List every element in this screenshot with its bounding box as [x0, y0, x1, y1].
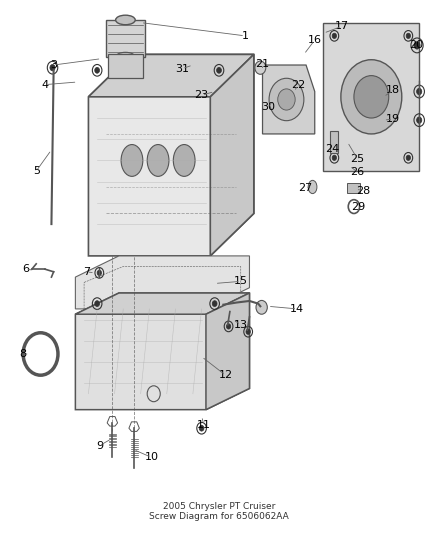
Circle shape	[406, 155, 410, 160]
Polygon shape	[88, 54, 254, 256]
Text: 11: 11	[197, 419, 211, 430]
Circle shape	[246, 329, 251, 334]
Text: 27: 27	[298, 183, 312, 193]
Ellipse shape	[147, 144, 169, 176]
Ellipse shape	[116, 52, 135, 62]
Text: 10: 10	[145, 453, 159, 463]
Text: 4: 4	[41, 79, 49, 90]
Text: 25: 25	[350, 154, 364, 164]
Circle shape	[341, 60, 402, 134]
Text: 12: 12	[219, 370, 233, 380]
Text: 8: 8	[20, 349, 27, 359]
Text: 30: 30	[261, 102, 275, 112]
Polygon shape	[75, 293, 250, 410]
Text: 13: 13	[234, 320, 248, 330]
Circle shape	[269, 78, 304, 120]
Polygon shape	[75, 256, 250, 309]
Text: 14: 14	[290, 304, 304, 314]
Ellipse shape	[308, 180, 317, 193]
Circle shape	[256, 301, 267, 314]
Circle shape	[278, 89, 295, 110]
Text: 16: 16	[308, 35, 322, 45]
Circle shape	[97, 270, 102, 276]
Text: 23: 23	[194, 90, 208, 100]
Text: 31: 31	[175, 64, 189, 74]
Text: 20: 20	[409, 40, 423, 50]
Ellipse shape	[173, 144, 195, 176]
Text: 19: 19	[386, 114, 400, 124]
Text: 28: 28	[357, 185, 371, 196]
Circle shape	[406, 33, 410, 38]
Text: 2005 Chrysler PT Cruiser
Screw Diagram for 6506062AA: 2005 Chrysler PT Cruiser Screw Diagram f…	[149, 502, 289, 521]
Circle shape	[414, 42, 420, 49]
Circle shape	[417, 117, 422, 123]
Circle shape	[354, 76, 389, 118]
Text: 26: 26	[350, 167, 364, 177]
Polygon shape	[210, 54, 254, 256]
Circle shape	[332, 33, 336, 38]
Text: 6: 6	[22, 264, 29, 274]
Text: 5: 5	[33, 166, 40, 176]
Ellipse shape	[121, 144, 143, 176]
Text: 18: 18	[386, 85, 400, 95]
Circle shape	[417, 88, 422, 95]
Text: 22: 22	[291, 80, 305, 90]
Circle shape	[332, 155, 336, 160]
Bar	[323, 22, 419, 171]
Text: 21: 21	[255, 59, 269, 69]
Circle shape	[95, 301, 99, 306]
Circle shape	[199, 425, 204, 431]
Circle shape	[50, 64, 55, 71]
Bar	[347, 183, 360, 193]
Polygon shape	[262, 65, 315, 134]
Circle shape	[226, 324, 231, 329]
Polygon shape	[206, 293, 250, 410]
Text: 3: 3	[50, 60, 57, 70]
Text: 29: 29	[351, 202, 365, 212]
Circle shape	[217, 67, 221, 73]
Text: 17: 17	[335, 21, 349, 31]
Circle shape	[212, 301, 217, 306]
Polygon shape	[88, 54, 254, 97]
Bar	[108, 54, 143, 78]
Circle shape	[95, 67, 99, 73]
Text: 15: 15	[234, 276, 248, 286]
Bar	[330, 131, 338, 152]
Polygon shape	[75, 293, 250, 314]
Ellipse shape	[255, 61, 266, 74]
Text: 1: 1	[242, 31, 249, 41]
Ellipse shape	[116, 15, 135, 25]
Text: 24: 24	[325, 144, 339, 154]
Text: 9: 9	[96, 441, 103, 451]
Text: 7: 7	[83, 267, 90, 277]
Bar	[106, 20, 145, 57]
